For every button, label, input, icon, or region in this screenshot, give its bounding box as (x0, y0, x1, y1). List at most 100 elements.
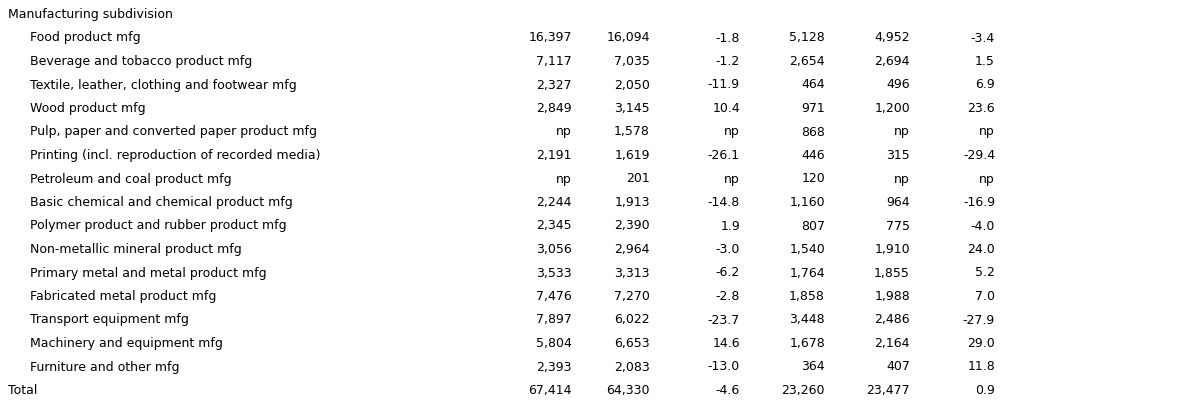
Text: 407: 407 (886, 360, 910, 374)
Text: Fabricated metal product mfg: Fabricated metal product mfg (30, 290, 216, 303)
Text: 1,855: 1,855 (874, 266, 910, 280)
Text: 364: 364 (802, 360, 826, 374)
Text: 3,448: 3,448 (790, 314, 826, 326)
Text: 807: 807 (802, 220, 826, 232)
Text: 201: 201 (626, 172, 650, 186)
Text: Food product mfg: Food product mfg (30, 32, 140, 44)
Text: Non-metallic mineral product mfg: Non-metallic mineral product mfg (30, 243, 241, 256)
Text: np: np (725, 172, 740, 186)
Text: 2,694: 2,694 (875, 55, 910, 68)
Text: Total: Total (8, 384, 37, 397)
Text: -26.1: -26.1 (708, 149, 740, 162)
Text: 5,804: 5,804 (536, 337, 572, 350)
Text: -11.9: -11.9 (708, 78, 740, 92)
Text: 2,083: 2,083 (614, 360, 650, 374)
Text: 23,260: 23,260 (781, 384, 826, 397)
Text: 1,540: 1,540 (790, 243, 826, 256)
Text: Pulp, paper and converted paper product mfg: Pulp, paper and converted paper product … (30, 126, 317, 138)
Text: 0.9: 0.9 (976, 384, 995, 397)
Text: -4.6: -4.6 (715, 384, 740, 397)
Text: 1,200: 1,200 (875, 102, 910, 115)
Text: 446: 446 (802, 149, 826, 162)
Text: 64,330: 64,330 (606, 384, 650, 397)
Text: 67,414: 67,414 (528, 384, 572, 397)
Text: 23.6: 23.6 (967, 102, 995, 115)
Text: -3.4: -3.4 (971, 32, 995, 44)
Text: Manufacturing subdivision: Manufacturing subdivision (8, 8, 173, 21)
Text: 1,910: 1,910 (875, 243, 910, 256)
Text: Furniture and other mfg: Furniture and other mfg (30, 360, 180, 374)
Text: 1,678: 1,678 (790, 337, 826, 350)
Text: Primary metal and metal product mfg: Primary metal and metal product mfg (30, 266, 266, 280)
Text: 7,476: 7,476 (536, 290, 572, 303)
Text: 5.2: 5.2 (976, 266, 995, 280)
Text: 7,035: 7,035 (614, 55, 650, 68)
Text: -1.8: -1.8 (715, 32, 740, 44)
Text: Wood product mfg: Wood product mfg (30, 102, 145, 115)
Text: 6.9: 6.9 (976, 78, 995, 92)
Text: Transport equipment mfg: Transport equipment mfg (30, 314, 188, 326)
Text: np: np (979, 126, 995, 138)
Text: np: np (894, 126, 910, 138)
Text: 464: 464 (802, 78, 826, 92)
Text: -23.7: -23.7 (708, 314, 740, 326)
Text: 1,619: 1,619 (614, 149, 650, 162)
Text: Petroleum and coal product mfg: Petroleum and coal product mfg (30, 172, 232, 186)
Text: -6.2: -6.2 (715, 266, 740, 280)
Text: 6,022: 6,022 (614, 314, 650, 326)
Text: 2,164: 2,164 (875, 337, 910, 350)
Text: 2,654: 2,654 (790, 55, 826, 68)
Text: 6,653: 6,653 (614, 337, 650, 350)
Text: 775: 775 (886, 220, 910, 232)
Text: 2,486: 2,486 (875, 314, 910, 326)
Text: -1.2: -1.2 (715, 55, 740, 68)
Text: 1,578: 1,578 (614, 126, 650, 138)
Text: 868: 868 (802, 126, 826, 138)
Text: Machinery and equipment mfg: Machinery and equipment mfg (30, 337, 223, 350)
Text: 1,858: 1,858 (790, 290, 826, 303)
Text: 2,191: 2,191 (536, 149, 572, 162)
Text: 1.9: 1.9 (720, 220, 740, 232)
Text: 5,128: 5,128 (790, 32, 826, 44)
Text: 1,913: 1,913 (614, 196, 650, 209)
Text: 23,477: 23,477 (866, 384, 910, 397)
Text: Basic chemical and chemical product mfg: Basic chemical and chemical product mfg (30, 196, 293, 209)
Text: np: np (557, 126, 572, 138)
Text: np: np (557, 172, 572, 186)
Text: 2,393: 2,393 (536, 360, 572, 374)
Text: 11.8: 11.8 (967, 360, 995, 374)
Text: 3,145: 3,145 (614, 102, 650, 115)
Text: 496: 496 (887, 78, 910, 92)
Text: 2,244: 2,244 (536, 196, 572, 209)
Text: Printing (incl. reproduction of recorded media): Printing (incl. reproduction of recorded… (30, 149, 320, 162)
Text: 3,056: 3,056 (536, 243, 572, 256)
Text: 2,964: 2,964 (614, 243, 650, 256)
Text: 2,050: 2,050 (614, 78, 650, 92)
Text: 2,849: 2,849 (536, 102, 572, 115)
Text: 7.0: 7.0 (974, 290, 995, 303)
Text: 4,952: 4,952 (875, 32, 910, 44)
Text: 3,533: 3,533 (536, 266, 572, 280)
Text: 2,345: 2,345 (536, 220, 572, 232)
Text: 16,094: 16,094 (606, 32, 650, 44)
Text: 7,897: 7,897 (536, 314, 572, 326)
Text: np: np (725, 126, 740, 138)
Text: 2,327: 2,327 (536, 78, 572, 92)
Text: 1,160: 1,160 (790, 196, 826, 209)
Text: 24.0: 24.0 (967, 243, 995, 256)
Text: 315: 315 (887, 149, 910, 162)
Text: -27.9: -27.9 (962, 314, 995, 326)
Text: Textile, leather, clothing and footwear mfg: Textile, leather, clothing and footwear … (30, 78, 296, 92)
Text: np: np (894, 172, 910, 186)
Text: 16,397: 16,397 (528, 32, 572, 44)
Text: -4.0: -4.0 (971, 220, 995, 232)
Text: -16.9: -16.9 (962, 196, 995, 209)
Text: -29.4: -29.4 (962, 149, 995, 162)
Text: 3,313: 3,313 (614, 266, 650, 280)
Text: -14.8: -14.8 (708, 196, 740, 209)
Text: 7,117: 7,117 (536, 55, 572, 68)
Text: -3.0: -3.0 (715, 243, 740, 256)
Text: np: np (979, 172, 995, 186)
Text: 29.0: 29.0 (967, 337, 995, 350)
Text: 1,988: 1,988 (875, 290, 910, 303)
